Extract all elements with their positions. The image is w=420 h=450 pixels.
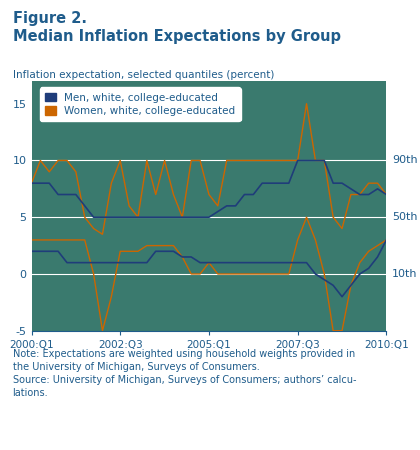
Legend: Men, white, college-educated, Women, white, college-educated: Men, white, college-educated, Women, whi… (40, 87, 241, 121)
Text: 50th: 50th (392, 212, 417, 222)
Text: 90th: 90th (392, 155, 417, 166)
Text: 10th: 10th (392, 269, 417, 279)
Text: Inflation expectation, selected quantiles (percent): Inflation expectation, selected quantile… (13, 70, 274, 80)
Text: Note: Expectations are weighted using household weights provided in
the Universi: Note: Expectations are weighted using ho… (13, 349, 356, 398)
Text: Figure 2.: Figure 2. (13, 11, 87, 26)
Text: Median Inflation Expectations by Group: Median Inflation Expectations by Group (13, 29, 341, 44)
